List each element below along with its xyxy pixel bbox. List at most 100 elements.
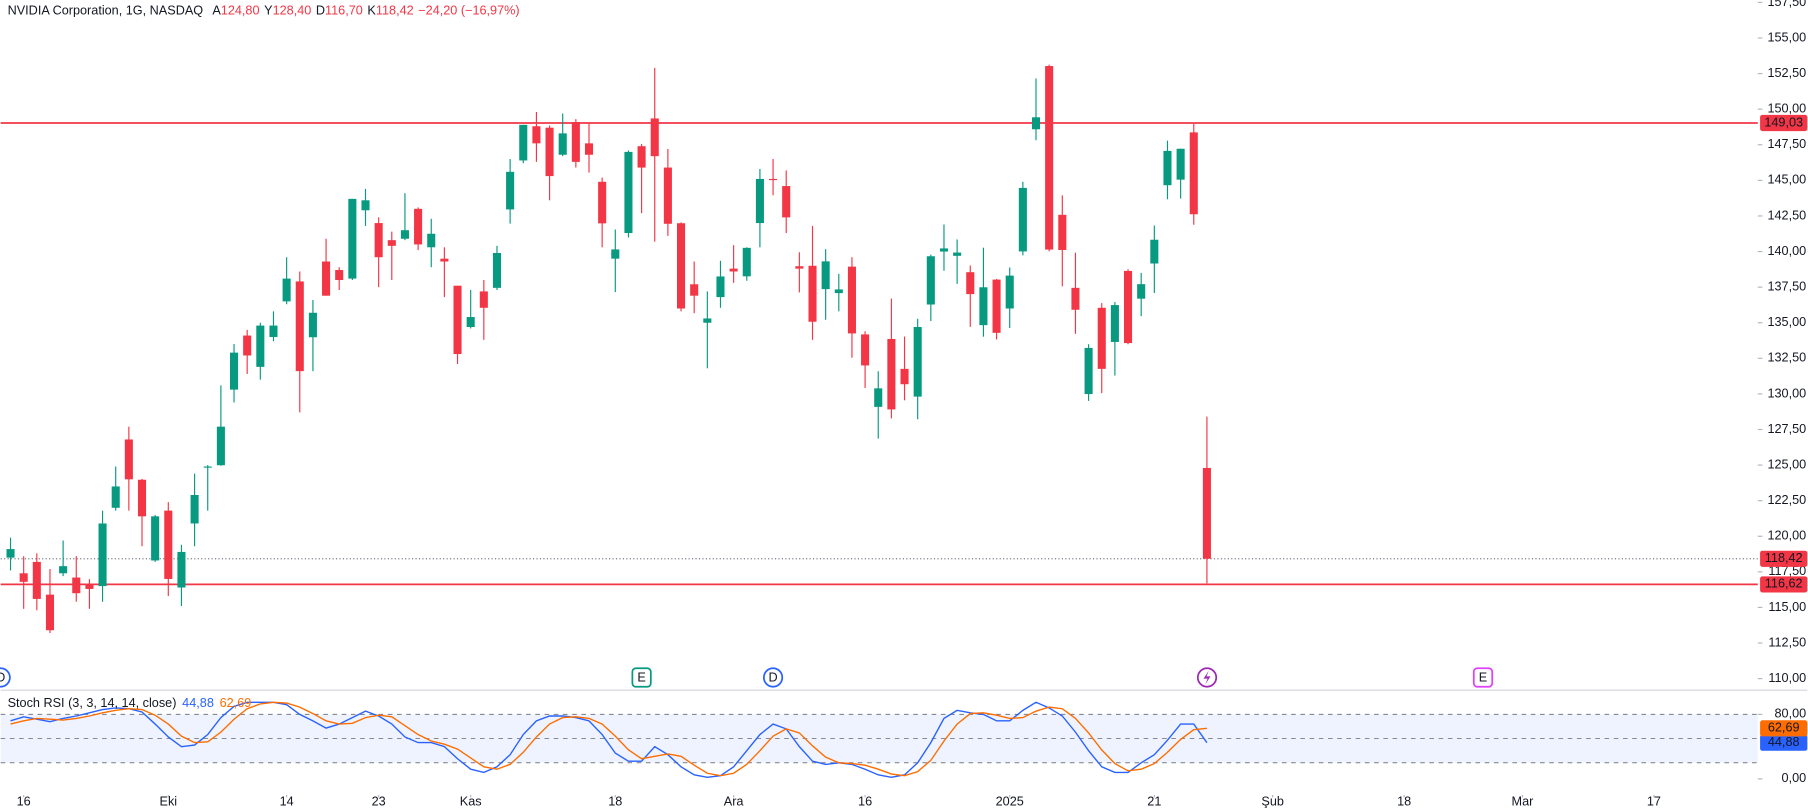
- candle-body: [256, 325, 265, 367]
- candle-body: [440, 258, 449, 262]
- candle-body: [598, 181, 607, 224]
- price-tag-label: 118,42: [1765, 551, 1803, 565]
- candle-body: [584, 143, 594, 155]
- x-tick-label: Kas: [460, 794, 482, 808]
- candle-body: [1071, 287, 1080, 310]
- candle-body: [479, 291, 488, 308]
- candle-body: [216, 426, 225, 466]
- y-tick-label: 155,00: [1767, 30, 1806, 44]
- y-tick-label: 0,00: [1782, 771, 1807, 785]
- y-tick-label: 115,00: [1768, 600, 1806, 614]
- x-tick-label: 18: [1397, 794, 1411, 808]
- legend-field-label: K: [367, 4, 376, 18]
- y-tick-label: 122,50: [1767, 493, 1806, 507]
- indicator-value: 44,88: [182, 696, 214, 710]
- legend-title: NVIDIA Corporation, 1G, NASDAQ: [8, 4, 204, 18]
- candle-body: [874, 388, 883, 407]
- candle-body: [1202, 467, 1211, 559]
- y-tick-label: 142,50: [1767, 208, 1806, 222]
- y-tick-label: 152,50: [1767, 66, 1806, 80]
- x-tick-label: 18: [608, 794, 622, 808]
- x-tick-label: Eki: [160, 794, 178, 808]
- candle-body: [703, 318, 712, 323]
- candle-body: [913, 326, 922, 397]
- candle-body: [387, 240, 396, 246]
- candle-body: [966, 272, 975, 295]
- candle-body: [269, 325, 278, 337]
- y-tick-label: 125,00: [1767, 457, 1806, 471]
- candle-body: [322, 261, 331, 296]
- y-tick-label: 117,50: [1768, 564, 1806, 578]
- x-tick-label: Mar: [1512, 794, 1534, 808]
- candle-body: [926, 256, 935, 305]
- candle-body: [453, 285, 462, 355]
- y-tick-label: 150,00: [1767, 102, 1806, 116]
- candle-body: [348, 198, 357, 279]
- candle-body: [1150, 239, 1159, 264]
- x-tick-label: 14: [280, 794, 294, 808]
- legend-field-label: A: [212, 4, 221, 18]
- candle-body: [677, 223, 686, 309]
- legend-field-value: 116,70: [325, 4, 363, 18]
- y-tick-label: 145,00: [1767, 173, 1806, 187]
- candle-body: [545, 127, 554, 177]
- candle-body: [124, 439, 133, 480]
- y-tick-label: 137,50: [1767, 279, 1806, 293]
- candle-body: [85, 584, 94, 589]
- event-marker: [0, 667, 11, 688]
- y-tick-label: 135,00: [1767, 315, 1806, 329]
- candle-body: [1189, 132, 1198, 215]
- candle-body: [992, 279, 1001, 333]
- candle-body: [177, 551, 186, 588]
- candle-body: [1137, 284, 1146, 299]
- candle-body: [782, 186, 791, 218]
- candle-body: [532, 126, 541, 144]
- candle-body: [847, 266, 856, 334]
- candle-body: [98, 523, 107, 587]
- split-event: [1196, 667, 1218, 688]
- candle-body: [1176, 148, 1185, 180]
- indicator-value: 62,69: [220, 696, 252, 710]
- candle-body: [6, 549, 15, 558]
- y-tick-label: 80,00: [1775, 707, 1807, 721]
- y-tick-label: 130,00: [1767, 386, 1806, 400]
- candle-body: [282, 278, 291, 302]
- candle-body: [308, 312, 317, 338]
- candle-body: [821, 261, 830, 290]
- y-tick-label: 110,00: [1768, 671, 1806, 685]
- indicator-tag: [1760, 720, 1808, 737]
- candle-body: [230, 352, 239, 390]
- candle-body: [571, 122, 580, 162]
- candle-body: [953, 252, 962, 256]
- y-tick-label: 127,50: [1767, 422, 1806, 436]
- candle-body: [716, 276, 725, 298]
- candle-body: [335, 270, 344, 281]
- candle-body: [558, 133, 567, 155]
- candle-body: [45, 594, 55, 631]
- candle-body: [164, 510, 173, 579]
- legend-field-value: 118,42: [376, 4, 414, 18]
- candle-body: [690, 284, 699, 296]
- x-tick-label: 16: [17, 794, 31, 808]
- candle-body: [506, 171, 515, 210]
- x-tick-label: Şub: [1261, 794, 1284, 808]
- price-tag: [1760, 114, 1808, 132]
- candle-body: [1058, 214, 1067, 250]
- x-tick-label: 2025: [996, 794, 1024, 808]
- candle-body: [400, 230, 409, 239]
- x-tick-label: 16: [858, 794, 872, 808]
- candle-body: [19, 573, 28, 582]
- price-tag-label: 149,03: [1764, 115, 1803, 129]
- x-tick-label: 23: [372, 794, 386, 808]
- candle-body: [151, 516, 160, 561]
- candle-body: [1163, 150, 1172, 186]
- y-tick-label: 147,50: [1767, 137, 1806, 151]
- candle-body: [295, 281, 304, 372]
- candle-body: [414, 208, 423, 245]
- candle-body: [795, 266, 804, 269]
- candle-body: [808, 265, 817, 322]
- candle-body: [729, 268, 738, 272]
